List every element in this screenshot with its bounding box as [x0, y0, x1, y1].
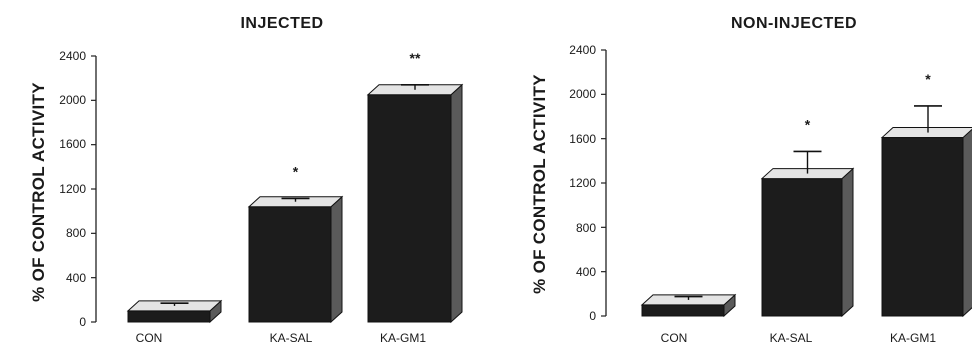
- significance-marker: *: [805, 116, 811, 132]
- category-label: CON: [136, 331, 163, 345]
- plot-area: ***: [91, 50, 464, 324]
- y-tick-labels: 0 400 800 1200 1600 2000 2400: [569, 43, 596, 323]
- y-axis-label: % OF CONTROL ACTIVITY: [29, 82, 48, 302]
- significance-marker: *: [293, 163, 299, 179]
- y-tick-label: 800: [576, 221, 596, 235]
- bar: [761, 178, 843, 317]
- chart-title: INJECTED: [240, 15, 323, 32]
- y-tick-label: 1200: [59, 182, 86, 196]
- significance-marker: *: [925, 71, 931, 87]
- y-tick-label: 1600: [569, 132, 596, 146]
- significance-marker: **: [410, 50, 421, 66]
- y-axis-label: % OF CONTROL ACTIVITY: [530, 74, 549, 294]
- y-tick-label: 0: [589, 309, 596, 323]
- y-tick-labels: 0 400 800 1200 1600 2000 2400: [59, 49, 86, 329]
- category-label: KA-SAL: [770, 331, 813, 345]
- bar-top: [880, 127, 972, 139]
- category-labels: CON KA-SAL KA-GM1: [661, 331, 937, 345]
- y-tick-label: 400: [66, 271, 86, 285]
- bar: [641, 304, 725, 317]
- y-tick-label: 0: [79, 315, 86, 329]
- bar: [367, 94, 452, 323]
- y-tick-label: 800: [66, 226, 86, 240]
- y-tick-label: 1200: [569, 176, 596, 190]
- panel-non-injected: NON-INJECTED % OF CONTROL ACTIVITY 0 400…: [530, 15, 972, 345]
- y-tick-label: 2000: [59, 93, 86, 107]
- category-label: CON: [661, 331, 688, 345]
- plot-area: **: [601, 49, 972, 318]
- chart-title: NON-INJECTED: [731, 15, 857, 32]
- bar-side: [841, 167, 854, 318]
- category-label: KA-GM1: [890, 331, 936, 345]
- y-tick-label: 2000: [569, 87, 596, 101]
- bar-side: [962, 128, 972, 318]
- bar: [127, 310, 211, 323]
- y-tick-label: 2400: [569, 43, 596, 57]
- y-tick-label: 1600: [59, 137, 86, 151]
- category-label: KA-GM1: [380, 331, 426, 345]
- bar: [881, 137, 964, 317]
- bar: [248, 206, 332, 323]
- y-tick-label: 2400: [59, 49, 86, 63]
- panel-injected: INJECTED % OF CONTROL ACTIVITY 0 400 800…: [29, 15, 464, 345]
- bar-side: [330, 195, 343, 324]
- y-tick-label: 400: [576, 265, 596, 279]
- bar-side: [450, 83, 463, 324]
- category-label: KA-SAL: [270, 331, 313, 345]
- category-labels: CON KA-SAL KA-GM1: [136, 331, 427, 345]
